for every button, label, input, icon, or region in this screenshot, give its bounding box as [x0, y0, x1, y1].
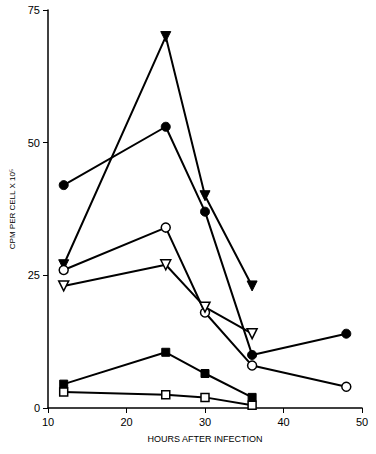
- svg-text:50: 50: [356, 416, 368, 428]
- svg-text:40: 40: [277, 416, 289, 428]
- svg-text:HOURS AFTER INFECTION: HOURS AFTER INFECTION: [147, 434, 262, 444]
- svg-text:0: 0: [34, 402, 40, 414]
- svg-text:20: 20: [120, 416, 132, 428]
- svg-text:30: 30: [199, 416, 211, 428]
- svg-text:10: 10: [42, 416, 54, 428]
- svg-text:25: 25: [28, 269, 40, 281]
- svg-text:50: 50: [28, 137, 40, 149]
- svg-text:CPM PER CELL X 10⁵: CPM PER CELL X 10⁵: [8, 169, 17, 249]
- svg-text:75: 75: [28, 4, 40, 16]
